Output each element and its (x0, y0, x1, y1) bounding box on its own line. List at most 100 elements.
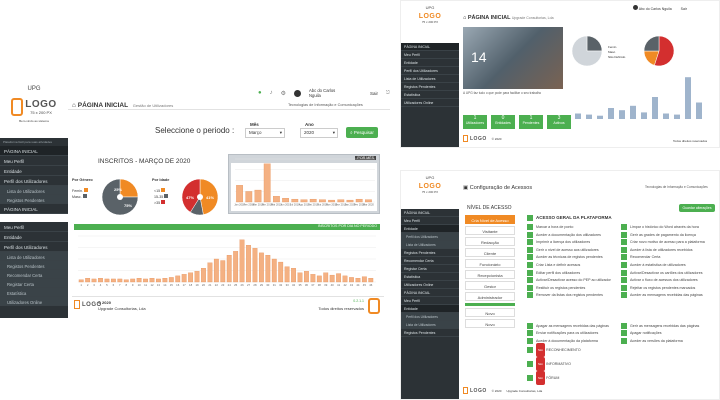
level-funcionario[interactable]: Funcionário (465, 259, 515, 268)
save-button[interactable]: Guardar alterações (679, 204, 715, 212)
permission-row[interactable]: Activar/Desactivar acesso do PEP ao util… (527, 277, 619, 285)
checkbox[interactable] (621, 337, 627, 344)
sidebar-item-register[interactable]: Registar Certa (401, 265, 459, 273)
sidebar-item-home-2[interactable]: PÁGINA INICIAL (401, 289, 459, 297)
settings-icon[interactable]: ⚙ (280, 90, 287, 97)
permission-row[interactable]: Criar novo motivo de acesso para a plata… (621, 239, 719, 247)
sidebar-item-home[interactable]: PÁGINA INICIAL (401, 209, 459, 217)
permission-row[interactable]: Aceder as mensagens recebidas das página… (621, 292, 719, 300)
checkbox[interactable] (527, 231, 533, 238)
permission-row[interactable]: Activar/Desactivar os cartões dos utiliz… (621, 269, 719, 278)
sidebar-item-entity[interactable]: Entidade (401, 59, 459, 67)
permission-row[interactable]: Editar perfil dos utilizadores (527, 269, 619, 278)
permission-row[interactable]: Criar Lista e definir acessos (527, 262, 619, 270)
permission-row[interactable]: Aceder à lista de utilizadores recebidos (621, 246, 719, 255)
sidebar-item-profile[interactable]: Meu Perfil (401, 217, 459, 225)
permission-row[interactable] (527, 300, 619, 308)
checkbox[interactable] (527, 239, 533, 246)
sidebar-item-pending-2[interactable]: Registos Pendentes (0, 261, 68, 270)
sidebar-item-user-list-2[interactable]: Lista de Utilizadores (401, 321, 459, 329)
sidebar-item-recommend[interactable]: Recomendar Certa (401, 257, 459, 265)
sidebar-item-recommend[interactable]: Recomendar Certa (0, 270, 68, 279)
permission-row[interactable] (621, 308, 719, 316)
search-button[interactable]: ⌕ Pesquisar (346, 127, 378, 138)
sidebar-item-pending[interactable]: Registos Pendentes (0, 195, 68, 204)
checkbox[interactable] (621, 269, 627, 276)
checkbox[interactable] (621, 231, 627, 238)
permission-row[interactable] (527, 308, 619, 316)
permission-row[interactable]: Imprimir a licença dos utilizadores (527, 239, 619, 247)
checkbox[interactable] (527, 330, 533, 337)
checkbox[interactable] (527, 269, 533, 276)
checkbox[interactable] (621, 330, 627, 337)
permission-row[interactable]: Apagar as mensagens recebidas das página… (527, 322, 619, 331)
level-novo-2[interactable]: Novo (465, 319, 515, 328)
sidebar-item-stats[interactable]: Estatística (0, 288, 68, 297)
tile-users[interactable]: 1 Utilizadores (463, 115, 487, 129)
permission-row[interactable]: Remover da listas dos registos pendentes (527, 292, 619, 300)
checkbox[interactable] (527, 284, 533, 291)
permission-row[interactable]: Aceder as técnicas de registos pendentes (527, 254, 619, 262)
sidebar-item-user-profiles-2[interactable]: Perfil dos Utilizadores (401, 313, 459, 321)
checkbox[interactable] (527, 361, 533, 368)
checkbox[interactable] (621, 277, 627, 284)
permission-row[interactable]: Aceder à documentação da plataforma (527, 337, 619, 346)
level-cliente[interactable]: Cliente (465, 248, 515, 257)
bell-icon[interactable]: ♪ (269, 90, 273, 96)
tile-entities[interactable]: 0 Entidades (491, 115, 515, 129)
sidebar-item-user-list[interactable]: Lista de Utilizadores (401, 75, 459, 83)
sidebar-item-stats[interactable]: Estatística (401, 273, 459, 281)
sidebar-item-entity-2[interactable]: Entidade (401, 305, 459, 313)
sidebar-item-register[interactable]: Registar Certa (0, 279, 68, 288)
permission-row[interactable]: Activar o fluxo de acessos dos utilizado… (621, 277, 719, 285)
sidebar-item-profile-2[interactable]: Meu Perfil (0, 222, 68, 232)
sidebar-item-home-2[interactable]: PÁGINA INICIAL (0, 204, 68, 214)
tile-pending[interactable]: 1 Pendentes (519, 115, 543, 129)
checkbox[interactable] (621, 239, 627, 246)
sidebar-item-entity-2[interactable]: Entidade (0, 232, 68, 242)
checkbox[interactable] (621, 254, 627, 261)
sidebar-item-user-list[interactable]: Lista de Utilizadores (401, 241, 459, 249)
permission-row[interactable]: Apagar notificações (621, 330, 719, 338)
sidebar-item-user-profiles[interactable]: Perfil dos Utilizadores (0, 176, 68, 186)
sidebar-item-pending[interactable]: Registos Pendentes (401, 249, 459, 257)
permission-row[interactable] (527, 315, 619, 323)
sidebar-item-user-profiles[interactable]: Perfil dos Utilizadores (401, 67, 459, 75)
checkbox[interactable] (527, 262, 533, 269)
create-level-button[interactable]: Cria Nível de Acesso (465, 215, 515, 224)
checkbox[interactable] (527, 292, 533, 299)
checkbox[interactable] (527, 375, 533, 382)
level-selected[interactable] (465, 303, 515, 306)
checkbox[interactable] (621, 322, 627, 329)
checkbox[interactable] (621, 292, 627, 299)
mes-select[interactable]: Março ▾ (245, 128, 285, 138)
level-novo-1[interactable]: Novo (465, 308, 515, 317)
access-top-link[interactable]: Tecnologias de Informação e Comunicações (645, 185, 708, 189)
sidebar-item-profile[interactable]: Meu Perfil (401, 51, 459, 59)
sidebar-item-profile[interactable]: Meu Perfil (0, 156, 68, 166)
sidebar-item-online[interactable]: Utilizadores Online (0, 297, 68, 306)
permission-row[interactable]: Gerir o nivel de acesso aos utilizadores (527, 246, 619, 255)
permission-row[interactable]: Limpar o histórico do Word através da ho… (621, 224, 719, 232)
checkbox[interactable] (527, 215, 533, 221)
level-redaccao[interactable]: Redacção (465, 237, 515, 246)
permission-row[interactable]: Aceder a documentação dos utilizadores (527, 231, 619, 240)
checkbox[interactable] (527, 246, 533, 253)
checkbox[interactable] (621, 284, 627, 291)
checkbox[interactable] (621, 262, 627, 269)
home-user[interactable]: Abc do Carlos Nguila Sair (633, 5, 687, 11)
permission-row[interactable]: Marcar a hora de ponto (527, 224, 619, 232)
level-gestor[interactable]: Gestor (465, 281, 515, 290)
checkbox[interactable] (527, 337, 533, 344)
level-administrador[interactable]: Administrador (465, 292, 515, 301)
sidebar-item-pending-2[interactable]: Registos Pendentes (401, 329, 459, 337)
sidebar-item-entity[interactable]: Entidade (401, 225, 459, 233)
sidebar-item-online[interactable]: Utilizadores Online (401, 281, 459, 289)
tile-active[interactable]: 3 Activos (547, 115, 571, 129)
sidebar-item-entity[interactable]: Entidade (0, 166, 68, 176)
checkbox[interactable] (527, 254, 533, 261)
sidebar-item-user-profiles[interactable]: Perfil dos Utilizadores (401, 233, 459, 241)
sidebar-item-profile-2[interactable]: Meu Perfil (401, 297, 459, 305)
sidebar-item-home[interactable]: PÁGINA INICIAL (0, 146, 68, 156)
sidebar-item-stats[interactable]: Estatística (401, 91, 459, 99)
